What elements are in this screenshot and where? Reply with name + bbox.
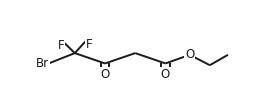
Text: O: O — [185, 48, 194, 61]
Text: Br: Br — [36, 57, 49, 70]
Text: O: O — [100, 68, 110, 81]
Text: F: F — [57, 39, 64, 52]
Text: O: O — [161, 68, 170, 81]
Text: F: F — [86, 38, 92, 51]
